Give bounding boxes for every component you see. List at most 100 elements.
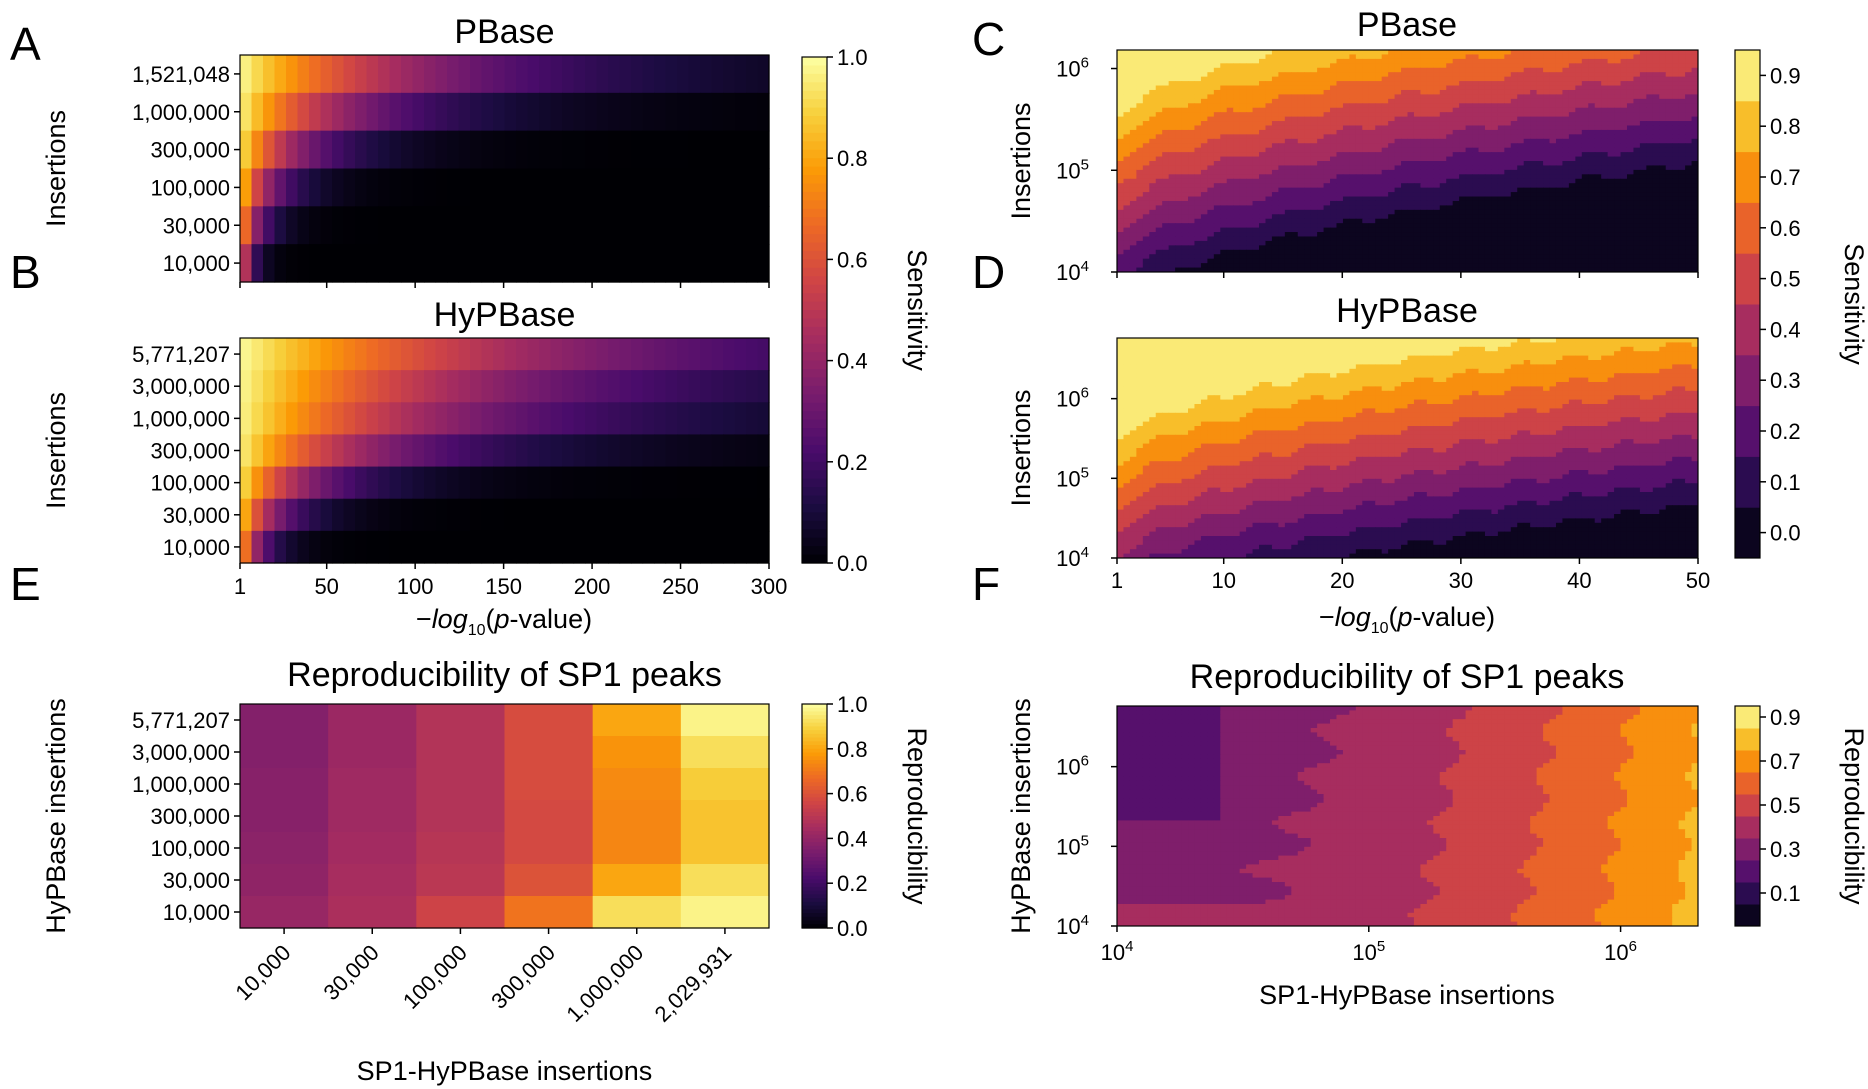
contour-cell bbox=[1568, 50, 1576, 55]
contour-cell bbox=[1284, 240, 1292, 246]
contour-cell bbox=[1491, 58, 1499, 64]
contour-cell bbox=[1355, 67, 1363, 73]
colorbar-segment bbox=[802, 711, 827, 716]
contour-cell bbox=[1349, 165, 1357, 171]
contour-cell bbox=[1691, 196, 1699, 202]
contour-cell bbox=[1246, 58, 1254, 64]
contour-cell bbox=[1394, 240, 1402, 246]
contour-cell bbox=[1607, 205, 1615, 211]
contour-cell bbox=[1517, 161, 1525, 166]
contour-cell bbox=[1388, 54, 1396, 60]
contour-cell bbox=[1491, 54, 1499, 60]
contour-cell bbox=[1381, 138, 1389, 144]
contour-cell bbox=[1388, 143, 1396, 149]
contour-cell bbox=[1594, 107, 1602, 113]
heat-cell bbox=[562, 434, 575, 468]
contour-cell bbox=[1188, 156, 1195, 162]
contour-cell bbox=[1401, 152, 1408, 158]
contour-cell bbox=[1349, 214, 1357, 220]
contour-cell bbox=[1342, 223, 1350, 229]
contour-cell bbox=[1220, 81, 1228, 87]
contour-cell bbox=[1465, 156, 1473, 162]
contour-cell bbox=[1123, 72, 1131, 78]
contour-cell bbox=[1194, 183, 1202, 189]
contour-cell bbox=[1530, 236, 1538, 242]
contour-cell bbox=[1188, 209, 1195, 215]
contour-cell bbox=[1129, 112, 1137, 118]
contour-cell bbox=[1626, 174, 1634, 180]
contour-cell bbox=[1278, 138, 1286, 144]
heat-cell bbox=[631, 55, 644, 94]
contour-cell bbox=[1581, 218, 1589, 224]
contour-cell bbox=[1336, 147, 1344, 153]
contour-cell bbox=[1685, 156, 1693, 162]
contour-cell bbox=[1252, 63, 1260, 69]
colorbar-segment bbox=[802, 849, 827, 854]
contour-cell bbox=[1233, 200, 1241, 206]
contour-cell bbox=[1523, 218, 1531, 224]
contour-cell bbox=[1239, 98, 1247, 104]
heat-cell bbox=[631, 466, 644, 500]
contour-cell bbox=[1117, 227, 1124, 233]
contour-cell bbox=[1175, 138, 1183, 144]
contour-cell bbox=[1239, 218, 1247, 224]
contour-cell bbox=[1342, 178, 1350, 184]
heat-cell bbox=[493, 92, 506, 132]
contour-cell bbox=[1491, 50, 1499, 55]
heat-cell bbox=[700, 244, 713, 283]
contour-cell bbox=[1452, 218, 1460, 224]
contour-cell bbox=[1168, 50, 1176, 55]
contour-cell bbox=[1685, 125, 1693, 131]
contour-cell bbox=[1459, 218, 1467, 224]
heat-cell bbox=[677, 338, 690, 371]
contour-cell bbox=[1530, 183, 1538, 189]
contour-cell bbox=[1265, 112, 1273, 118]
contour-cell bbox=[1691, 134, 1699, 140]
contour-cell bbox=[1420, 214, 1428, 220]
contour-cell bbox=[1517, 187, 1525, 193]
contour-cell bbox=[1142, 54, 1150, 60]
contour-cell bbox=[1401, 174, 1408, 180]
contour-cell bbox=[1678, 50, 1686, 55]
contour-cell bbox=[1607, 125, 1615, 131]
contour-cell bbox=[1665, 200, 1673, 206]
contour-cell bbox=[1368, 89, 1376, 95]
contour-cell bbox=[1407, 54, 1415, 60]
contour-cell bbox=[1407, 232, 1415, 237]
contour-cell bbox=[1549, 174, 1557, 180]
contour-cell bbox=[1297, 121, 1305, 126]
heat-cell bbox=[516, 370, 529, 403]
contour-cell bbox=[1439, 214, 1447, 220]
contour-cell bbox=[1504, 200, 1512, 206]
contour-cell bbox=[1291, 125, 1299, 131]
contour-cell bbox=[1394, 76, 1402, 82]
contour-cell bbox=[1375, 236, 1383, 242]
contour-cell bbox=[1523, 143, 1531, 149]
contour-cell bbox=[1607, 183, 1615, 189]
colorbar-segment bbox=[802, 853, 827, 858]
contour-cell bbox=[1381, 76, 1389, 82]
contour-cell bbox=[1265, 103, 1273, 109]
contour-cell bbox=[1620, 178, 1628, 184]
contour-cell bbox=[1401, 223, 1408, 229]
heat-cell bbox=[680, 896, 770, 929]
contour-cell bbox=[1665, 67, 1673, 73]
contour-cell bbox=[1439, 147, 1447, 153]
contour-cell bbox=[1194, 187, 1202, 193]
colorbar-segment bbox=[802, 402, 827, 412]
contour-cell bbox=[1459, 67, 1467, 73]
contour-cell bbox=[1259, 112, 1266, 118]
contour-cell bbox=[1484, 156, 1492, 162]
contour-cell bbox=[1200, 152, 1208, 158]
contour-cell bbox=[1459, 200, 1467, 206]
contour-cell bbox=[1614, 129, 1622, 135]
heat-cell bbox=[416, 704, 506, 737]
heat-cell bbox=[493, 55, 506, 94]
contour-cell bbox=[1136, 178, 1144, 184]
contour-cell bbox=[1549, 94, 1557, 100]
contour-cell bbox=[1620, 116, 1628, 122]
contour-cell bbox=[1362, 125, 1370, 131]
contour-cell bbox=[1278, 187, 1286, 193]
heat-cell bbox=[412, 434, 425, 468]
contour-cell bbox=[1484, 249, 1492, 255]
